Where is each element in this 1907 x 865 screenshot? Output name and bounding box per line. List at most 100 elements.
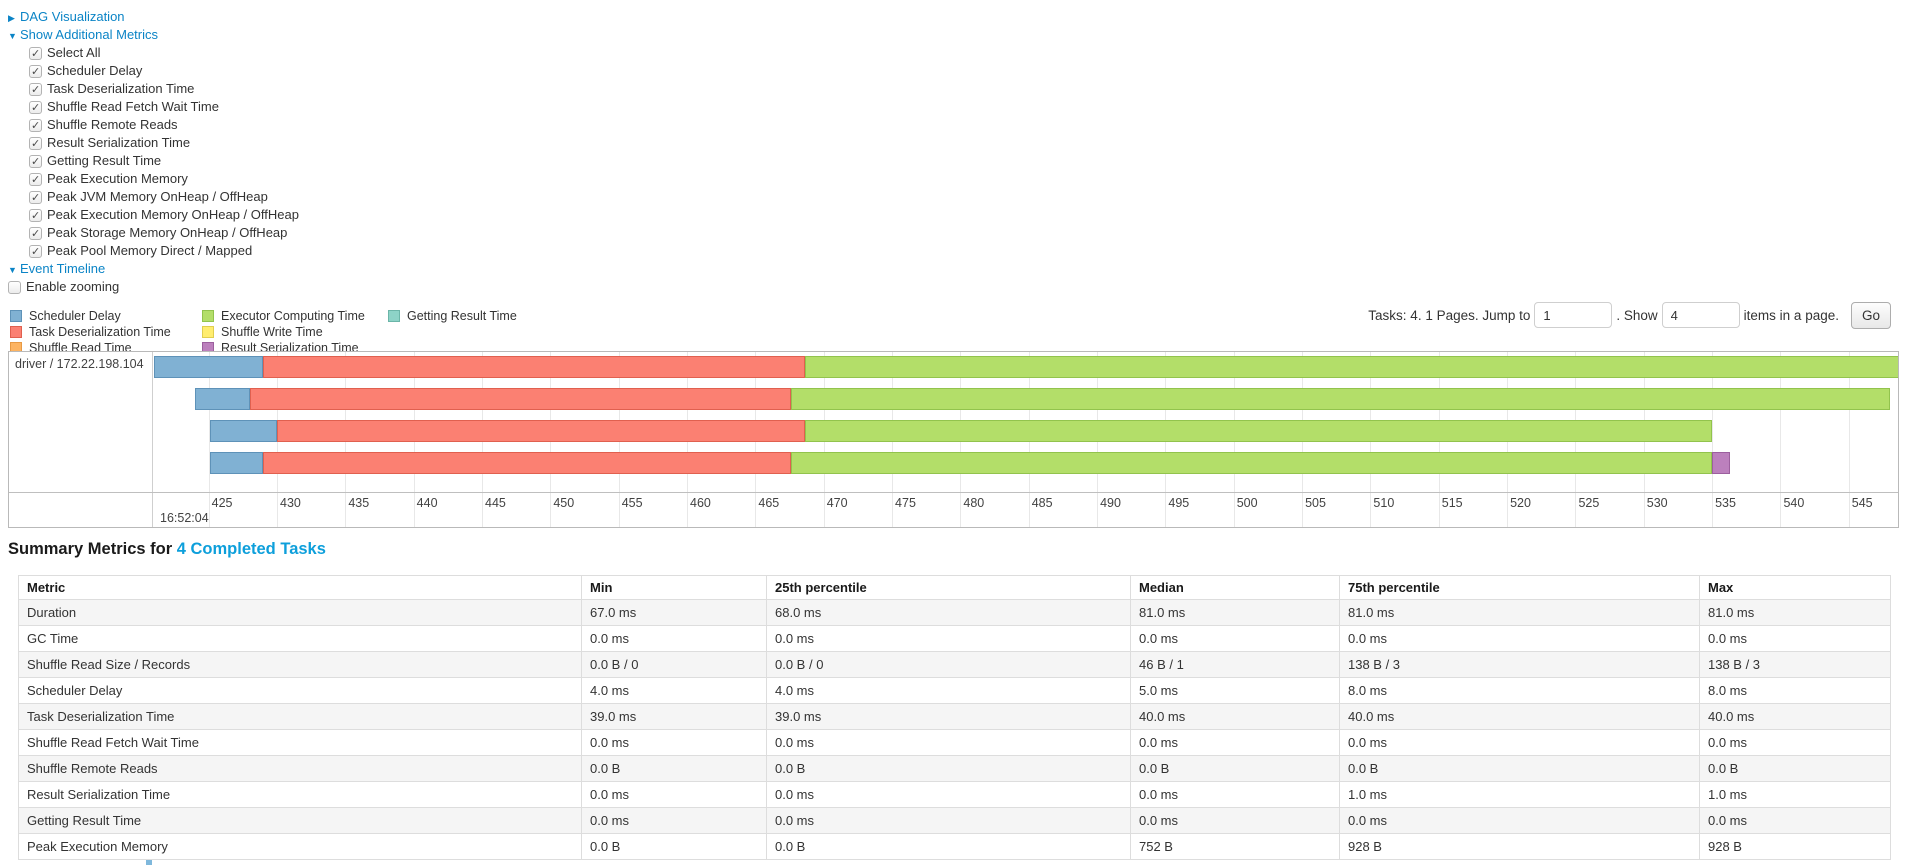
metric-value-cell: 67.0 ms [581, 599, 767, 626]
timeline-tick-label: 435 [348, 496, 370, 510]
timeline-plot-area[interactable]: 425 430 435 440 445 450 455 460 465 470 475 480 485 4… [154, 352, 1898, 527]
summary-metrics-title: Summary Metrics for 4 Completed Tasks [8, 540, 326, 559]
checkbox-label: Peak JVM Memory OnHeap / OffHeap [47, 189, 268, 204]
metric-value-cell: 0.0 ms [581, 729, 767, 756]
column-header-max: Max [1699, 575, 1891, 600]
column-header-min: Min [581, 575, 767, 600]
checkbox-label: Scheduler Delay [47, 63, 143, 78]
timeline-tick-label: 430 [280, 496, 301, 510]
table-row: Scheduler Delay 4.0 ms 4.0 ms 5.0 ms 8.0 ms 8… [18, 677, 1891, 704]
metric-checkbox-peak-execution-memory[interactable]: Peak Execution Memory [8, 170, 299, 189]
task-bar-segment-scheduler-delay[interactable] [154, 356, 264, 378]
enable-zooming-checkbox[interactable]: Enable zooming [8, 278, 299, 296]
checkbox-label: Getting Result Time [47, 153, 162, 168]
task-bar-segment-executor-computing[interactable] [790, 452, 1713, 474]
additional-metrics-checkbox-list: Select All Scheduler Delay Task Deserializ… [8, 44, 299, 261]
go-button[interactable]: Go [1850, 301, 1891, 329]
task-bar-segment-task-deserialization[interactable] [249, 388, 791, 410]
table-row: Shuffle Read Size / Records 0.0 B / 0 0.0 … [18, 651, 1891, 678]
metric-value-cell: 0.0 B / 0 [581, 651, 767, 678]
timeline-tick-label: 495 [1168, 496, 1190, 510]
metric-checkbox-peak-pool-memory-direct-mapped[interactable]: Peak Pool Memory Direct / Mapped [8, 242, 299, 261]
task-bar-segment-task-deserialization[interactable] [263, 452, 791, 474]
metric-checkbox-peak-jvm-memory-onheap-offheap[interactable]: Peak JVM Memory OnHeap / OffHeap [8, 188, 299, 207]
table-row: Duration 67.0 ms 68.0 ms 81.0 ms 81.0 ms 81.0… [18, 599, 1891, 626]
table-row: Shuffle Remote Reads 0.0 B 0.0 B 0.0 B 0.0 B… [18, 755, 1891, 782]
metric-value-cell: 0.0 ms [1130, 729, 1340, 756]
checkbox-label: Peak Execution Memory [47, 171, 188, 186]
metric-checkbox-peak-storage-memory-onheap-offheap[interactable]: Peak Storage Memory OnHeap / OffHeap [8, 224, 299, 243]
metric-checkbox-select-all[interactable]: Select All [8, 44, 299, 63]
event-timeline-toggle[interactable]: ▼ Event Timeline [8, 260, 299, 278]
timeline-tick-label: 490 [1100, 496, 1121, 510]
metric-checkbox-peak-execution-memory-onheap-offheap[interactable]: Peak Execution Memory OnHeap / OffHeap [8, 206, 299, 225]
metric-checkbox-shuffle-remote-reads[interactable]: Shuffle Remote Reads [8, 116, 299, 135]
task-bar-segment-executor-computing[interactable] [804, 356, 1898, 378]
next-section-cutoff [146, 860, 152, 865]
metric-value-cell: 138 B / 3 [1699, 651, 1891, 678]
checkbox-label: Select All [47, 45, 101, 60]
metric-name-cell: Shuffle Read Size / Records [18, 651, 582, 678]
show-additional-metrics-toggle[interactable]: ▼ Show Additional Metrics [8, 26, 299, 44]
legend-item-shuffle-write: Shuffle Write Time [202, 325, 323, 339]
legend-item-scheduler-delay: Scheduler Delay [10, 309, 121, 323]
timeline-tick-label: 445 [485, 496, 506, 510]
metric-checkbox-scheduler-delay[interactable]: Scheduler Delay [8, 62, 299, 81]
metric-value-cell: 40.0 ms [1339, 703, 1700, 730]
table-row: Task Deserialization Time 39.0 ms 39.0 ms 4… [18, 703, 1891, 730]
legend-label: Shuffle Write Time [221, 325, 323, 339]
checkbox-icon [29, 207, 42, 225]
metric-value-cell: 39.0 ms [766, 703, 1131, 730]
checkbox-icon [29, 243, 42, 261]
metric-value-cell: 0.0 ms [766, 807, 1131, 834]
summary-metrics-table: Metric Min 25th percentile Median 75th perce… [18, 575, 1891, 860]
task-bar-segment-scheduler-delay[interactable] [210, 452, 264, 474]
checkbox-label: Peak Execution Memory OnHeap / OffHeap [47, 207, 299, 222]
metric-checkbox-result-serialization-time[interactable]: Result Serialization Time [8, 134, 299, 153]
metric-value-cell: 5.0 ms [1130, 677, 1340, 704]
legend-label: Executor Computing Time [221, 309, 365, 323]
task-bar-segment-result-serialization[interactable] [1712, 452, 1730, 474]
metric-checkbox-shuffle-read-fetch-wait-time[interactable]: Shuffle Read Fetch Wait Time [8, 98, 299, 117]
metric-value-cell: 0.0 ms [581, 807, 767, 834]
metric-value-cell: 4.0 ms [766, 677, 1131, 704]
legend-label: Task Deserialization Time [29, 325, 171, 339]
metric-value-cell: 0.0 ms [1130, 781, 1340, 808]
metric-value-cell: 1.0 ms [1699, 781, 1891, 808]
timeline-tick-label: 500 [1236, 496, 1258, 510]
metric-value-cell: 1.0 ms [1339, 781, 1700, 808]
metric-value-cell: 8.0 ms [1699, 677, 1891, 704]
task-bar-segment-task-deserialization[interactable] [263, 356, 805, 378]
task-bar-segment-scheduler-delay[interactable] [210, 420, 277, 442]
dag-visualization-toggle[interactable]: ▶ DAG Visualization [8, 8, 299, 26]
metric-value-cell: 0.0 ms [1339, 729, 1700, 756]
items-per-page-input[interactable] [1661, 302, 1740, 328]
table-row: Result Serialization Time 0.0 ms 0.0 ms 0.0… [18, 781, 1891, 808]
legend-swatch-icon [202, 326, 214, 338]
checkbox-icon [29, 81, 42, 99]
task-bar-segment-scheduler-delay[interactable] [195, 388, 250, 410]
legend-item-getting-result: Getting Result Time [388, 309, 517, 323]
checkbox-label: Shuffle Read Fetch Wait Time [47, 99, 219, 114]
timeline-tick-label: 425 [211, 496, 233, 510]
metric-value-cell: 0.0 ms [766, 781, 1131, 808]
metric-value-cell: 752 B [1130, 833, 1340, 860]
completed-tasks-link[interactable]: 4 Completed Tasks [176, 540, 326, 558]
task-pagination: Tasks: 4. 1 Pages. Jump to . Show items … [1364, 301, 1891, 329]
metric-value-cell: 0.0 ms [1699, 729, 1891, 756]
metric-name-cell: Duration [18, 599, 582, 626]
timeline-executor-label: driver / 172.22.198.104 [15, 357, 144, 371]
task-bar-segment-task-deserialization[interactable] [277, 420, 805, 442]
jump-to-page-input[interactable] [1534, 302, 1613, 328]
timeline-tick-label: 475 [895, 496, 916, 510]
timeline-tick-label: 480 [963, 496, 985, 510]
metric-checkbox-getting-result-time[interactable]: Getting Result Time [8, 152, 299, 171]
metric-checkbox-task-deserialization-time[interactable]: Task Deserialization Time [8, 80, 299, 99]
timeline-tick-label: 450 [553, 496, 575, 510]
metric-name-cell: Shuffle Remote Reads [18, 755, 582, 782]
task-bar-segment-executor-computing[interactable] [804, 420, 1713, 442]
pagination-summary-text: Tasks: 4. 1 Pages. Jump to [1368, 307, 1531, 323]
metric-value-cell: 0.0 B [766, 755, 1131, 782]
legend-label: Getting Result Time [407, 309, 517, 323]
task-bar-segment-executor-computing[interactable] [790, 388, 1890, 410]
